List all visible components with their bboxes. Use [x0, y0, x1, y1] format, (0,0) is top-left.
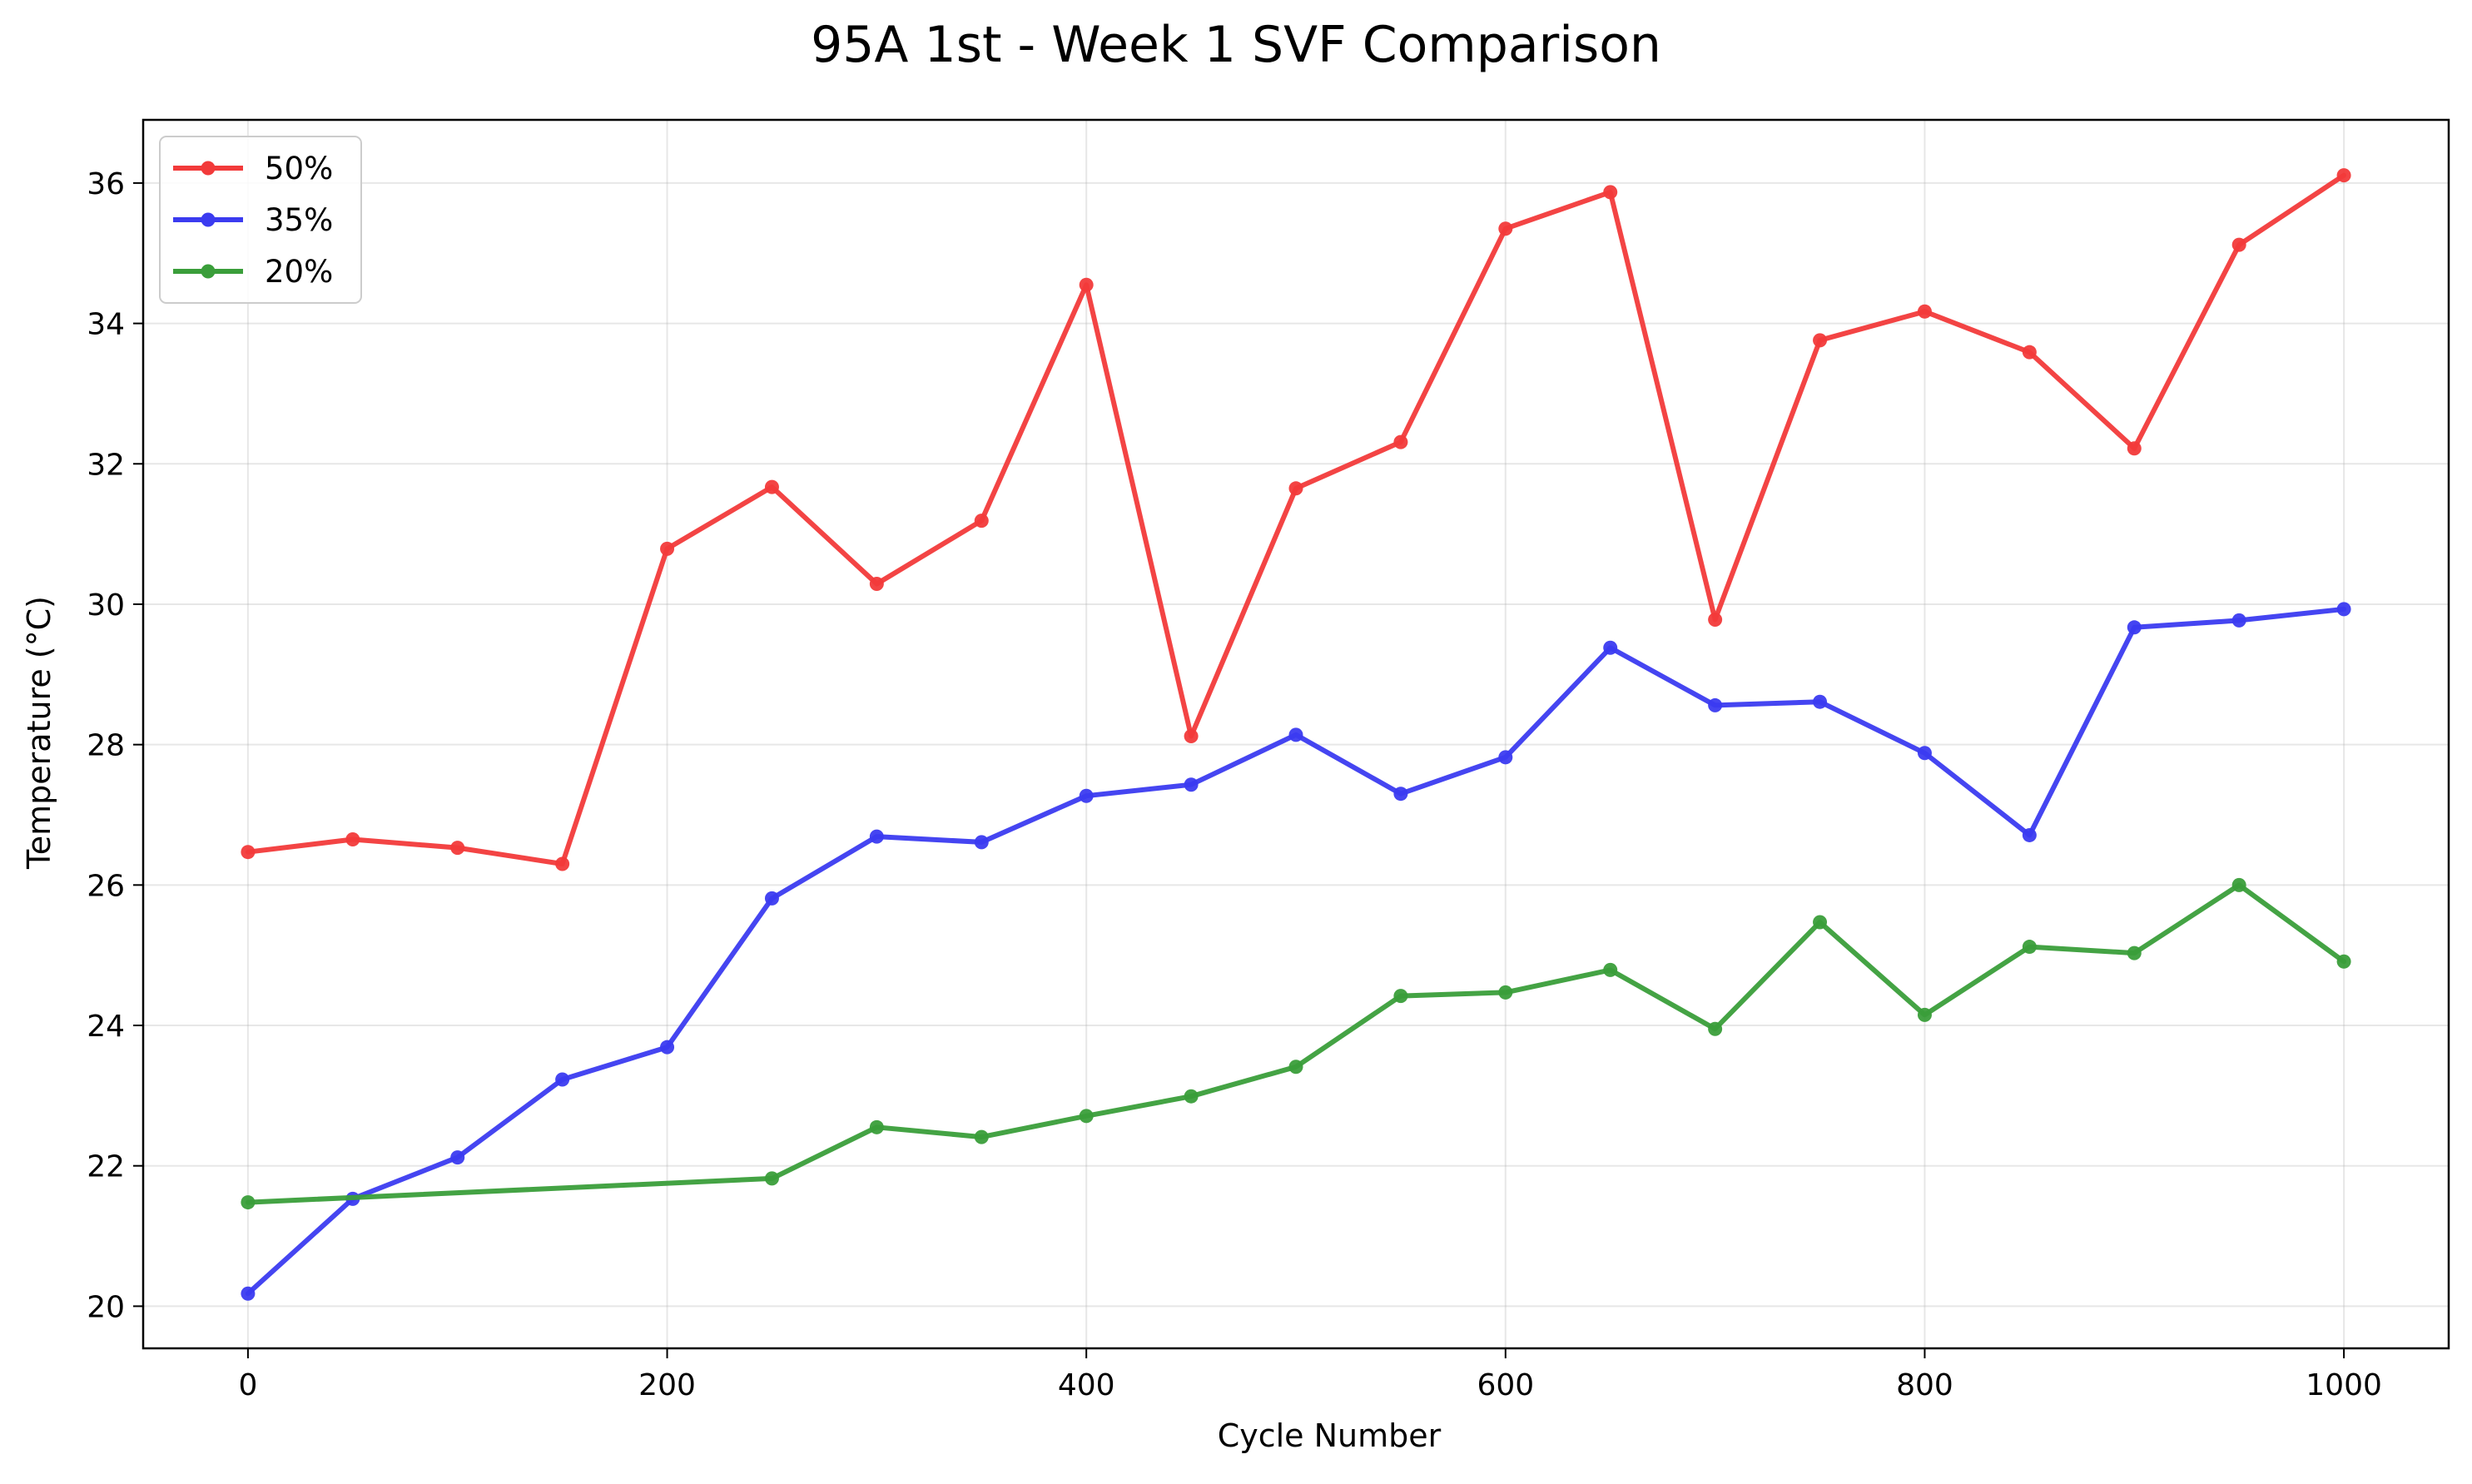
- y-tick-label: 34: [87, 308, 125, 342]
- data-point: [1184, 1089, 1199, 1104]
- data-point: [2336, 954, 2351, 969]
- legend-label: 35%: [265, 202, 333, 238]
- data-point: [1498, 221, 1513, 236]
- data-point: [1288, 1060, 1303, 1075]
- data-point: [1079, 788, 1094, 803]
- data-point: [1079, 1109, 1094, 1124]
- data-point: [450, 1150, 465, 1165]
- data-point: [1288, 727, 1303, 742]
- data-point: [2336, 168, 2351, 183]
- y-tick-label: 36: [87, 167, 125, 201]
- data-point: [974, 514, 989, 529]
- legend-item: 50%: [173, 151, 333, 186]
- data-point: [660, 541, 675, 556]
- x-tick-label: 600: [1477, 1368, 1534, 1402]
- y-tick-label: 22: [87, 1150, 125, 1184]
- data-point: [1393, 787, 1408, 802]
- series-layer: [241, 168, 2351, 1301]
- data-point: [1079, 277, 1094, 292]
- data-point: [1813, 694, 1828, 709]
- data-point: [2022, 940, 2037, 955]
- data-point: [1498, 750, 1513, 765]
- y-tick-label: 20: [87, 1290, 125, 1324]
- x-tick-label: 800: [1896, 1368, 1953, 1402]
- data-point: [869, 829, 884, 844]
- data-point: [1393, 989, 1408, 1004]
- x-axis-label: Cycle Number: [1218, 1417, 1442, 1454]
- legend-label: 50%: [265, 151, 333, 186]
- x-tick-label: 200: [638, 1368, 696, 1402]
- data-point: [1708, 697, 1723, 712]
- data-point: [1813, 333, 1828, 348]
- legend-swatch-marker: [201, 212, 216, 227]
- data-point: [555, 856, 570, 871]
- grid-lines: [143, 120, 2449, 1348]
- data-point: [2336, 602, 2351, 617]
- data-point: [2022, 827, 2037, 842]
- data-point: [241, 845, 256, 860]
- series-35-percent: [241, 602, 2351, 1301]
- data-point: [1813, 915, 1828, 930]
- plot-area-frame: [141, 118, 2450, 1350]
- legend-item: 35%: [173, 202, 333, 238]
- data-point: [2231, 877, 2246, 892]
- data-point: [1917, 746, 1932, 761]
- data-point: [1603, 185, 1618, 200]
- legend-box: [159, 136, 362, 304]
- x-tick-label: 1000: [2306, 1368, 2382, 1402]
- data-point: [1288, 481, 1303, 496]
- data-point: [1393, 434, 1408, 449]
- data-point: [345, 832, 360, 847]
- data-point: [764, 891, 779, 906]
- legend-swatch-marker: [201, 264, 216, 279]
- series-20-percent: [241, 877, 2351, 1210]
- legend-item: 20%: [173, 254, 333, 290]
- chart-title: 95A 1st - Week 1 SVF Comparison: [811, 16, 1661, 74]
- legend-label: 20%: [265, 254, 333, 290]
- data-point: [2127, 441, 2142, 456]
- legend: 50% 35% 20%: [159, 136, 362, 304]
- data-point: [2127, 945, 2142, 960]
- data-point: [1184, 729, 1199, 744]
- data-point: [1603, 640, 1618, 655]
- y-axis-label: Temperature (°C): [21, 596, 57, 870]
- data-point: [2231, 613, 2246, 628]
- y-tick-label: 28: [87, 729, 125, 763]
- data-point: [241, 1195, 256, 1210]
- data-point: [2231, 237, 2246, 252]
- data-point: [1708, 613, 1723, 628]
- y-tick-label: 26: [87, 869, 125, 903]
- data-point: [869, 577, 884, 592]
- data-point: [1498, 985, 1513, 1000]
- series-50-percent: [241, 168, 2351, 871]
- data-point: [241, 1286, 256, 1301]
- legend-swatch-marker: [201, 161, 216, 176]
- data-point: [974, 1129, 989, 1144]
- data-point: [1184, 777, 1199, 792]
- y-tick-label: 24: [87, 1010, 125, 1044]
- data-point: [764, 1171, 779, 1186]
- x-tick-label: 0: [238, 1368, 257, 1402]
- data-point: [1917, 304, 1932, 319]
- axes: 0 200 400 600 800 1000 20 22 24 26 28 30 32 34 36: [87, 167, 2382, 1402]
- data-point: [974, 835, 989, 850]
- y-tick-label: 30: [87, 588, 125, 623]
- data-point: [1603, 962, 1618, 977]
- data-point: [450, 841, 465, 856]
- data-point: [660, 1040, 675, 1055]
- data-point: [555, 1072, 570, 1087]
- x-tick-label: 400: [1058, 1368, 1115, 1402]
- data-point: [1708, 1021, 1723, 1036]
- data-point: [2022, 345, 2037, 360]
- data-point: [1917, 1007, 1932, 1022]
- data-point: [764, 479, 779, 494]
- data-point: [2127, 620, 2142, 635]
- y-tick-label: 32: [87, 448, 125, 482]
- data-point: [869, 1119, 884, 1134]
